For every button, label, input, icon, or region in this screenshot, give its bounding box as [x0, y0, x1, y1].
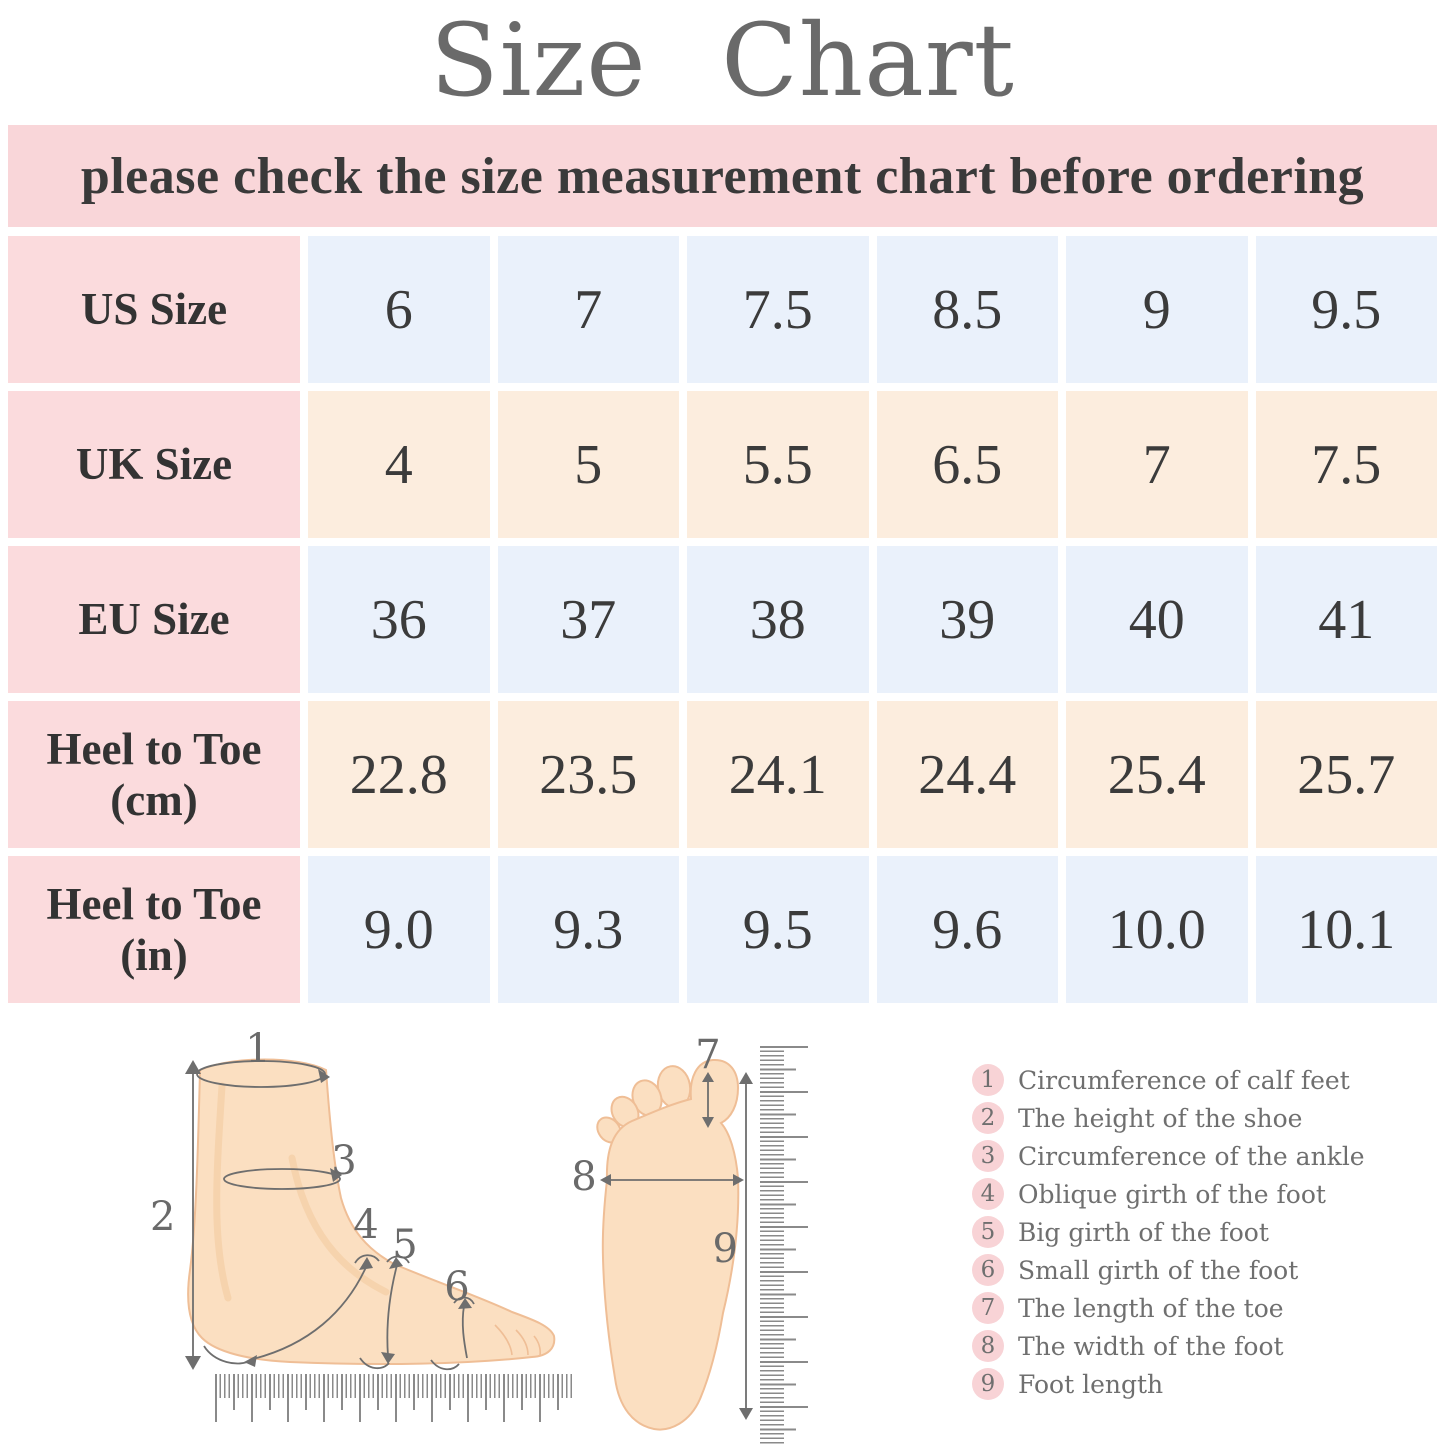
size-cell: 7.5	[687, 236, 869, 383]
size-table: US Size 6 7 7.5 8.5 9 9.5 UK Size 4 5 5.…	[8, 236, 1437, 1003]
size-cell: 7.5	[1255, 391, 1437, 538]
measurement-marker-4: 4	[353, 1202, 378, 1248]
foot-sole-diagram: 7 8 9	[571, 1032, 753, 1431]
legend-number-badge: 2	[972, 1102, 1004, 1134]
size-cell: 10.0	[1066, 856, 1248, 1003]
size-cell: 9.5	[1255, 236, 1437, 383]
oblique-girth-line	[252, 1264, 368, 1360]
legend-item: 1 Circumference of calf feet	[972, 1064, 1365, 1096]
legend-label: Small girth of the foot	[1018, 1255, 1299, 1285]
legend-label: The length of the toe	[1018, 1293, 1284, 1323]
toe-creases	[494, 1324, 542, 1357]
legend-item: 3 Circumference of the ankle	[972, 1140, 1365, 1172]
size-cell: 24.4	[876, 701, 1058, 848]
legend-item: 4 Oblique girth of the foot	[972, 1178, 1365, 1210]
row-header-uk-size: UK Size	[8, 391, 300, 538]
size-cell: 24.1	[687, 701, 869, 848]
measurement-marker-6: 6	[444, 1264, 469, 1310]
size-cell: 7	[497, 236, 679, 383]
size-cell: 39	[876, 546, 1058, 693]
size-cell: 36	[308, 546, 490, 693]
small-girth-line	[461, 1305, 468, 1359]
size-cell: 4	[308, 391, 490, 538]
legend-label: Circumference of the ankle	[1018, 1141, 1365, 1171]
legend-label: Foot length	[1018, 1369, 1164, 1399]
legend-item: 2 The height of the shoe	[972, 1102, 1365, 1134]
page-title: Size Chart	[430, 2, 1015, 119]
measurement-marker-2: 2	[150, 1194, 175, 1240]
legend-item: 5 Big girth of the foot	[972, 1216, 1365, 1248]
legend-item: 6 Small girth of the foot	[972, 1254, 1365, 1286]
measurement-legend: 1 Circumference of calf feet 2 The heigh…	[972, 1064, 1365, 1400]
size-cell: 5.5	[687, 391, 869, 538]
legend-number-badge: 6	[972, 1254, 1004, 1286]
foot-shading	[213, 1082, 390, 1302]
legend-item: 9 Foot length	[972, 1368, 1365, 1400]
size-cell: 25.4	[1066, 701, 1248, 848]
legend-label: Circumference of calf feet	[1018, 1065, 1350, 1095]
legend-number-badge: 4	[972, 1178, 1004, 1210]
size-cell: 8.5	[876, 236, 1058, 383]
toes	[596, 1065, 692, 1144]
size-cell: 22.8	[308, 701, 490, 848]
legend-number-badge: 7	[972, 1292, 1004, 1324]
legend-number-badge: 8	[972, 1330, 1004, 1362]
size-cell: 40	[1066, 546, 1248, 693]
measurement-marker-3: 3	[331, 1138, 356, 1184]
legend-item: 8 The width of the foot	[972, 1330, 1365, 1362]
arrowheads	[185, 1060, 472, 1370]
size-cell: 37	[497, 546, 679, 693]
size-cell: 23.5	[497, 701, 679, 848]
horizontal-ruler	[215, 1374, 573, 1422]
foot-sole-illustration	[601, 1058, 740, 1431]
size-cell: 6.5	[876, 391, 1058, 538]
measurement-marker-7: 7	[695, 1032, 720, 1078]
row-header-eu-size: EU Size	[8, 546, 300, 693]
size-cell: 7	[1066, 391, 1248, 538]
size-cell: 9.3	[497, 856, 679, 1003]
foot-side-illustration	[187, 1058, 556, 1366]
legend-number-badge: 1	[972, 1064, 1004, 1096]
legend-number-badge: 3	[972, 1140, 1004, 1172]
size-cell: 6	[308, 236, 490, 383]
size-cell: 25.7	[1255, 701, 1437, 848]
legend-item: 7 The length of the toe	[972, 1292, 1365, 1324]
measurement-marker-8: 8	[571, 1154, 596, 1200]
ruler-ticks-dense	[215, 1374, 573, 1398]
size-cell: 10.1	[1255, 856, 1437, 1003]
legend-number-badge: 5	[972, 1216, 1004, 1248]
measurement-marker-1: 1	[245, 1026, 270, 1072]
legend-label: The height of the shoe	[1018, 1103, 1303, 1133]
notice-banner-text: please check the size measurement chart …	[80, 147, 1365, 205]
vertical-ruler	[760, 1046, 808, 1445]
measurement-marker-9: 9	[713, 1226, 738, 1272]
ruler-ticks-dense	[760, 1046, 784, 1445]
row-header-us-size: US Size	[8, 236, 300, 383]
foot-side-diagram: 1 2 3 4 5 6	[150, 1026, 556, 1371]
size-cell: 38	[687, 546, 869, 693]
ankle-girth-line	[223, 1168, 341, 1190]
size-cell: 9.5	[687, 856, 869, 1003]
size-cell: 9	[1066, 236, 1248, 383]
measurement-marker-5: 5	[392, 1222, 417, 1268]
legend-label: The width of the foot	[1018, 1331, 1284, 1361]
size-cell: 9.6	[876, 856, 1058, 1003]
sole-arrowheads	[600, 1072, 753, 1420]
legend-label: Oblique girth of the foot	[1018, 1179, 1326, 1209]
legend-label: Big girth of the foot	[1018, 1217, 1269, 1247]
row-header-heel-to-toe-cm: Heel to Toe (cm)	[8, 701, 300, 848]
sole-measurement-lines	[608, 1078, 747, 1414]
legend-number-badge: 9	[972, 1368, 1004, 1400]
row-header-heel-to-toe-in: Heel to Toe (in)	[8, 856, 300, 1003]
size-cell: 9.0	[308, 856, 490, 1003]
size-cell: 5	[497, 391, 679, 538]
size-cell: 41	[1255, 546, 1437, 693]
big-girth-line	[386, 1264, 398, 1357]
notice-banner: please check the size measurement chart …	[8, 125, 1437, 227]
